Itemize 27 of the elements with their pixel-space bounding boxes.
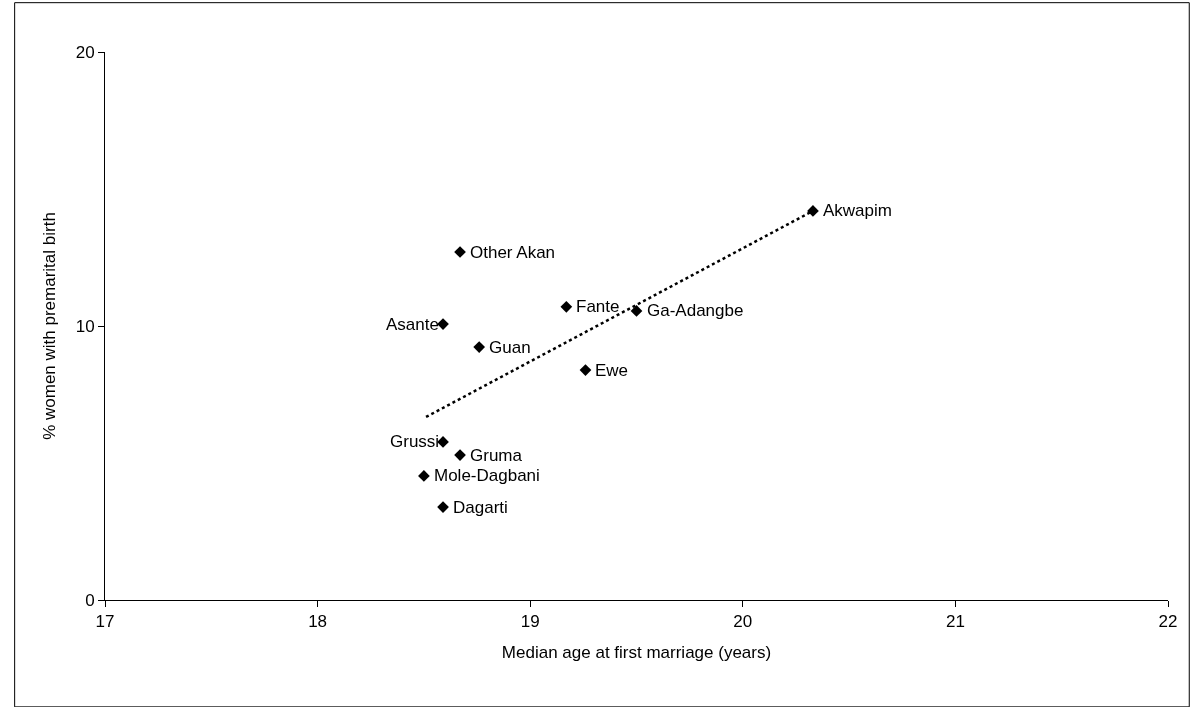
y-tick-label: 10 bbox=[75, 316, 95, 336]
annotation: Ga-Adangbe bbox=[647, 301, 744, 320]
x-tick-label: 17 bbox=[95, 612, 115, 632]
annotation: Gruma bbox=[470, 446, 523, 465]
y-axis-title: % women with premarital birth bbox=[40, 212, 60, 440]
annotation: Grussi bbox=[390, 432, 440, 451]
x-tick-label: 20 bbox=[733, 612, 753, 632]
point bbox=[473, 341, 486, 353]
annotation: Dagarti bbox=[453, 498, 508, 517]
annotation: Other Akan bbox=[470, 243, 556, 262]
x-tick-label: 22 bbox=[1158, 612, 1178, 632]
point bbox=[560, 300, 573, 313]
y-tick-label: 0 bbox=[85, 590, 95, 610]
annotation: Asante bbox=[386, 315, 439, 334]
point bbox=[630, 305, 643, 317]
annotation: Akwapim bbox=[823, 201, 892, 220]
x-tick-label: 21 bbox=[945, 612, 965, 632]
annotation: Ewe bbox=[595, 361, 629, 380]
x-tick-label: 19 bbox=[520, 612, 540, 632]
annotation: Guan bbox=[489, 338, 531, 357]
x-axis-title: Median age at first marriage (years) bbox=[501, 642, 772, 662]
point bbox=[579, 364, 592, 376]
annotation: Mole-Dagbani bbox=[434, 466, 540, 485]
y-tick-label: 20 bbox=[75, 42, 95, 62]
x-tick-label: 18 bbox=[308, 612, 328, 632]
annotation: Fante bbox=[576, 297, 620, 316]
point bbox=[418, 470, 430, 482]
